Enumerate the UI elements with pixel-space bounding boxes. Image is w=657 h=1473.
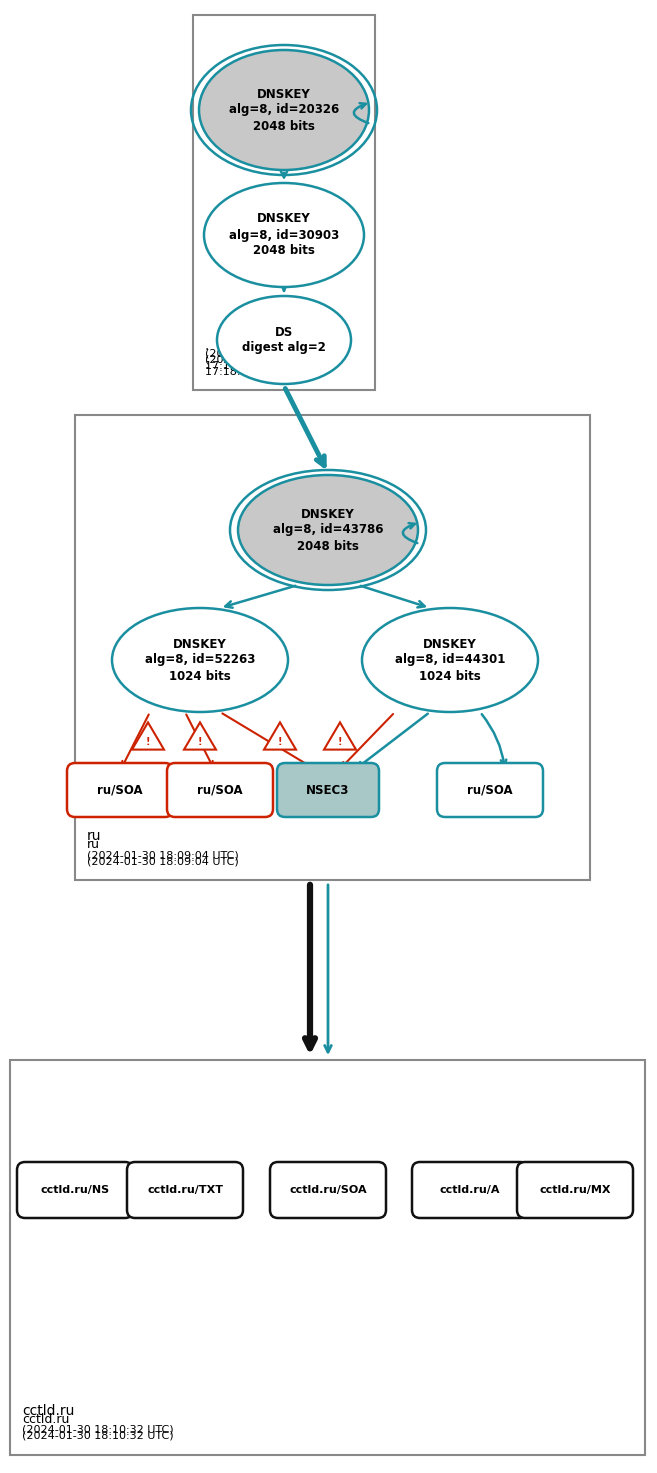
Text: ru/SOA: ru/SOA <box>97 784 143 797</box>
Text: (2024-01-30
17:18:52 UTC): (2024-01-30 17:18:52 UTC) <box>205 349 284 370</box>
FancyBboxPatch shape <box>67 763 173 818</box>
FancyBboxPatch shape <box>517 1162 633 1218</box>
FancyBboxPatch shape <box>437 763 543 818</box>
Text: ru/SOA: ru/SOA <box>467 784 513 797</box>
Text: cctld.ru/TXT: cctld.ru/TXT <box>147 1184 223 1195</box>
Text: !: ! <box>338 736 342 747</box>
FancyBboxPatch shape <box>17 1162 133 1218</box>
Text: DNSKEY
alg=8, id=20326
2048 bits: DNSKEY alg=8, id=20326 2048 bits <box>229 87 339 133</box>
Text: cctld.ru/A: cctld.ru/A <box>440 1184 500 1195</box>
Text: ru/SOA: ru/SOA <box>197 784 243 797</box>
Ellipse shape <box>112 608 288 711</box>
Text: (2024-01-30 18:10:32 UTC): (2024-01-30 18:10:32 UTC) <box>22 1424 173 1435</box>
Text: !: ! <box>278 736 283 747</box>
Text: (2024-01-30 18:10:32 UTC): (2024-01-30 18:10:32 UTC) <box>22 1430 173 1441</box>
Bar <box>75 415 590 879</box>
Text: ru: ru <box>87 838 100 851</box>
Polygon shape <box>184 722 216 750</box>
Ellipse shape <box>217 296 351 384</box>
FancyBboxPatch shape <box>127 1162 243 1218</box>
Text: DS
digest alg=2: DS digest alg=2 <box>242 326 326 355</box>
Text: DNSKEY
alg=8, id=44301
1024 bits: DNSKEY alg=8, id=44301 1024 bits <box>395 638 505 682</box>
Text: cctld.ru: cctld.ru <box>22 1404 74 1418</box>
Text: DNSKEY
alg=8, id=52263
1024 bits: DNSKEY alg=8, id=52263 1024 bits <box>145 638 255 682</box>
FancyBboxPatch shape <box>412 1162 528 1218</box>
Text: DNSKEY
alg=8, id=30903
2048 bits: DNSKEY alg=8, id=30903 2048 bits <box>229 212 339 258</box>
Bar <box>10 1061 645 1455</box>
FancyBboxPatch shape <box>277 763 379 818</box>
FancyBboxPatch shape <box>167 763 273 818</box>
Text: !: ! <box>146 736 150 747</box>
Text: (2024-01-30 18:09:04 UTC): (2024-01-30 18:09:04 UTC) <box>87 856 238 866</box>
Text: cctld.ru/MX: cctld.ru/MX <box>539 1184 611 1195</box>
Ellipse shape <box>362 608 538 711</box>
Text: (2024-01-30 18:09:04 UTC): (2024-01-30 18:09:04 UTC) <box>87 850 238 860</box>
Text: DNSKEY
alg=8, id=43786
2048 bits: DNSKEY alg=8, id=43786 2048 bits <box>273 508 383 552</box>
Text: .: . <box>205 348 209 361</box>
Text: cctld.ru/SOA: cctld.ru/SOA <box>289 1184 367 1195</box>
Text: cctld.ru/NS: cctld.ru/NS <box>41 1184 110 1195</box>
Ellipse shape <box>199 50 369 169</box>
Polygon shape <box>264 722 296 750</box>
Ellipse shape <box>204 183 364 287</box>
Polygon shape <box>132 722 164 750</box>
Polygon shape <box>324 722 356 750</box>
FancyBboxPatch shape <box>270 1162 386 1218</box>
Text: ru: ru <box>87 829 101 843</box>
Text: !: ! <box>198 736 202 747</box>
Ellipse shape <box>238 474 418 585</box>
Text: .: . <box>205 339 210 354</box>
Bar <box>193 15 375 390</box>
Text: NSEC3: NSEC3 <box>306 784 350 797</box>
Text: cctld.ru: cctld.ru <box>22 1413 70 1426</box>
Text: (2024-01-30
17:18:52 UTC): (2024-01-30 17:18:52 UTC) <box>205 355 284 376</box>
